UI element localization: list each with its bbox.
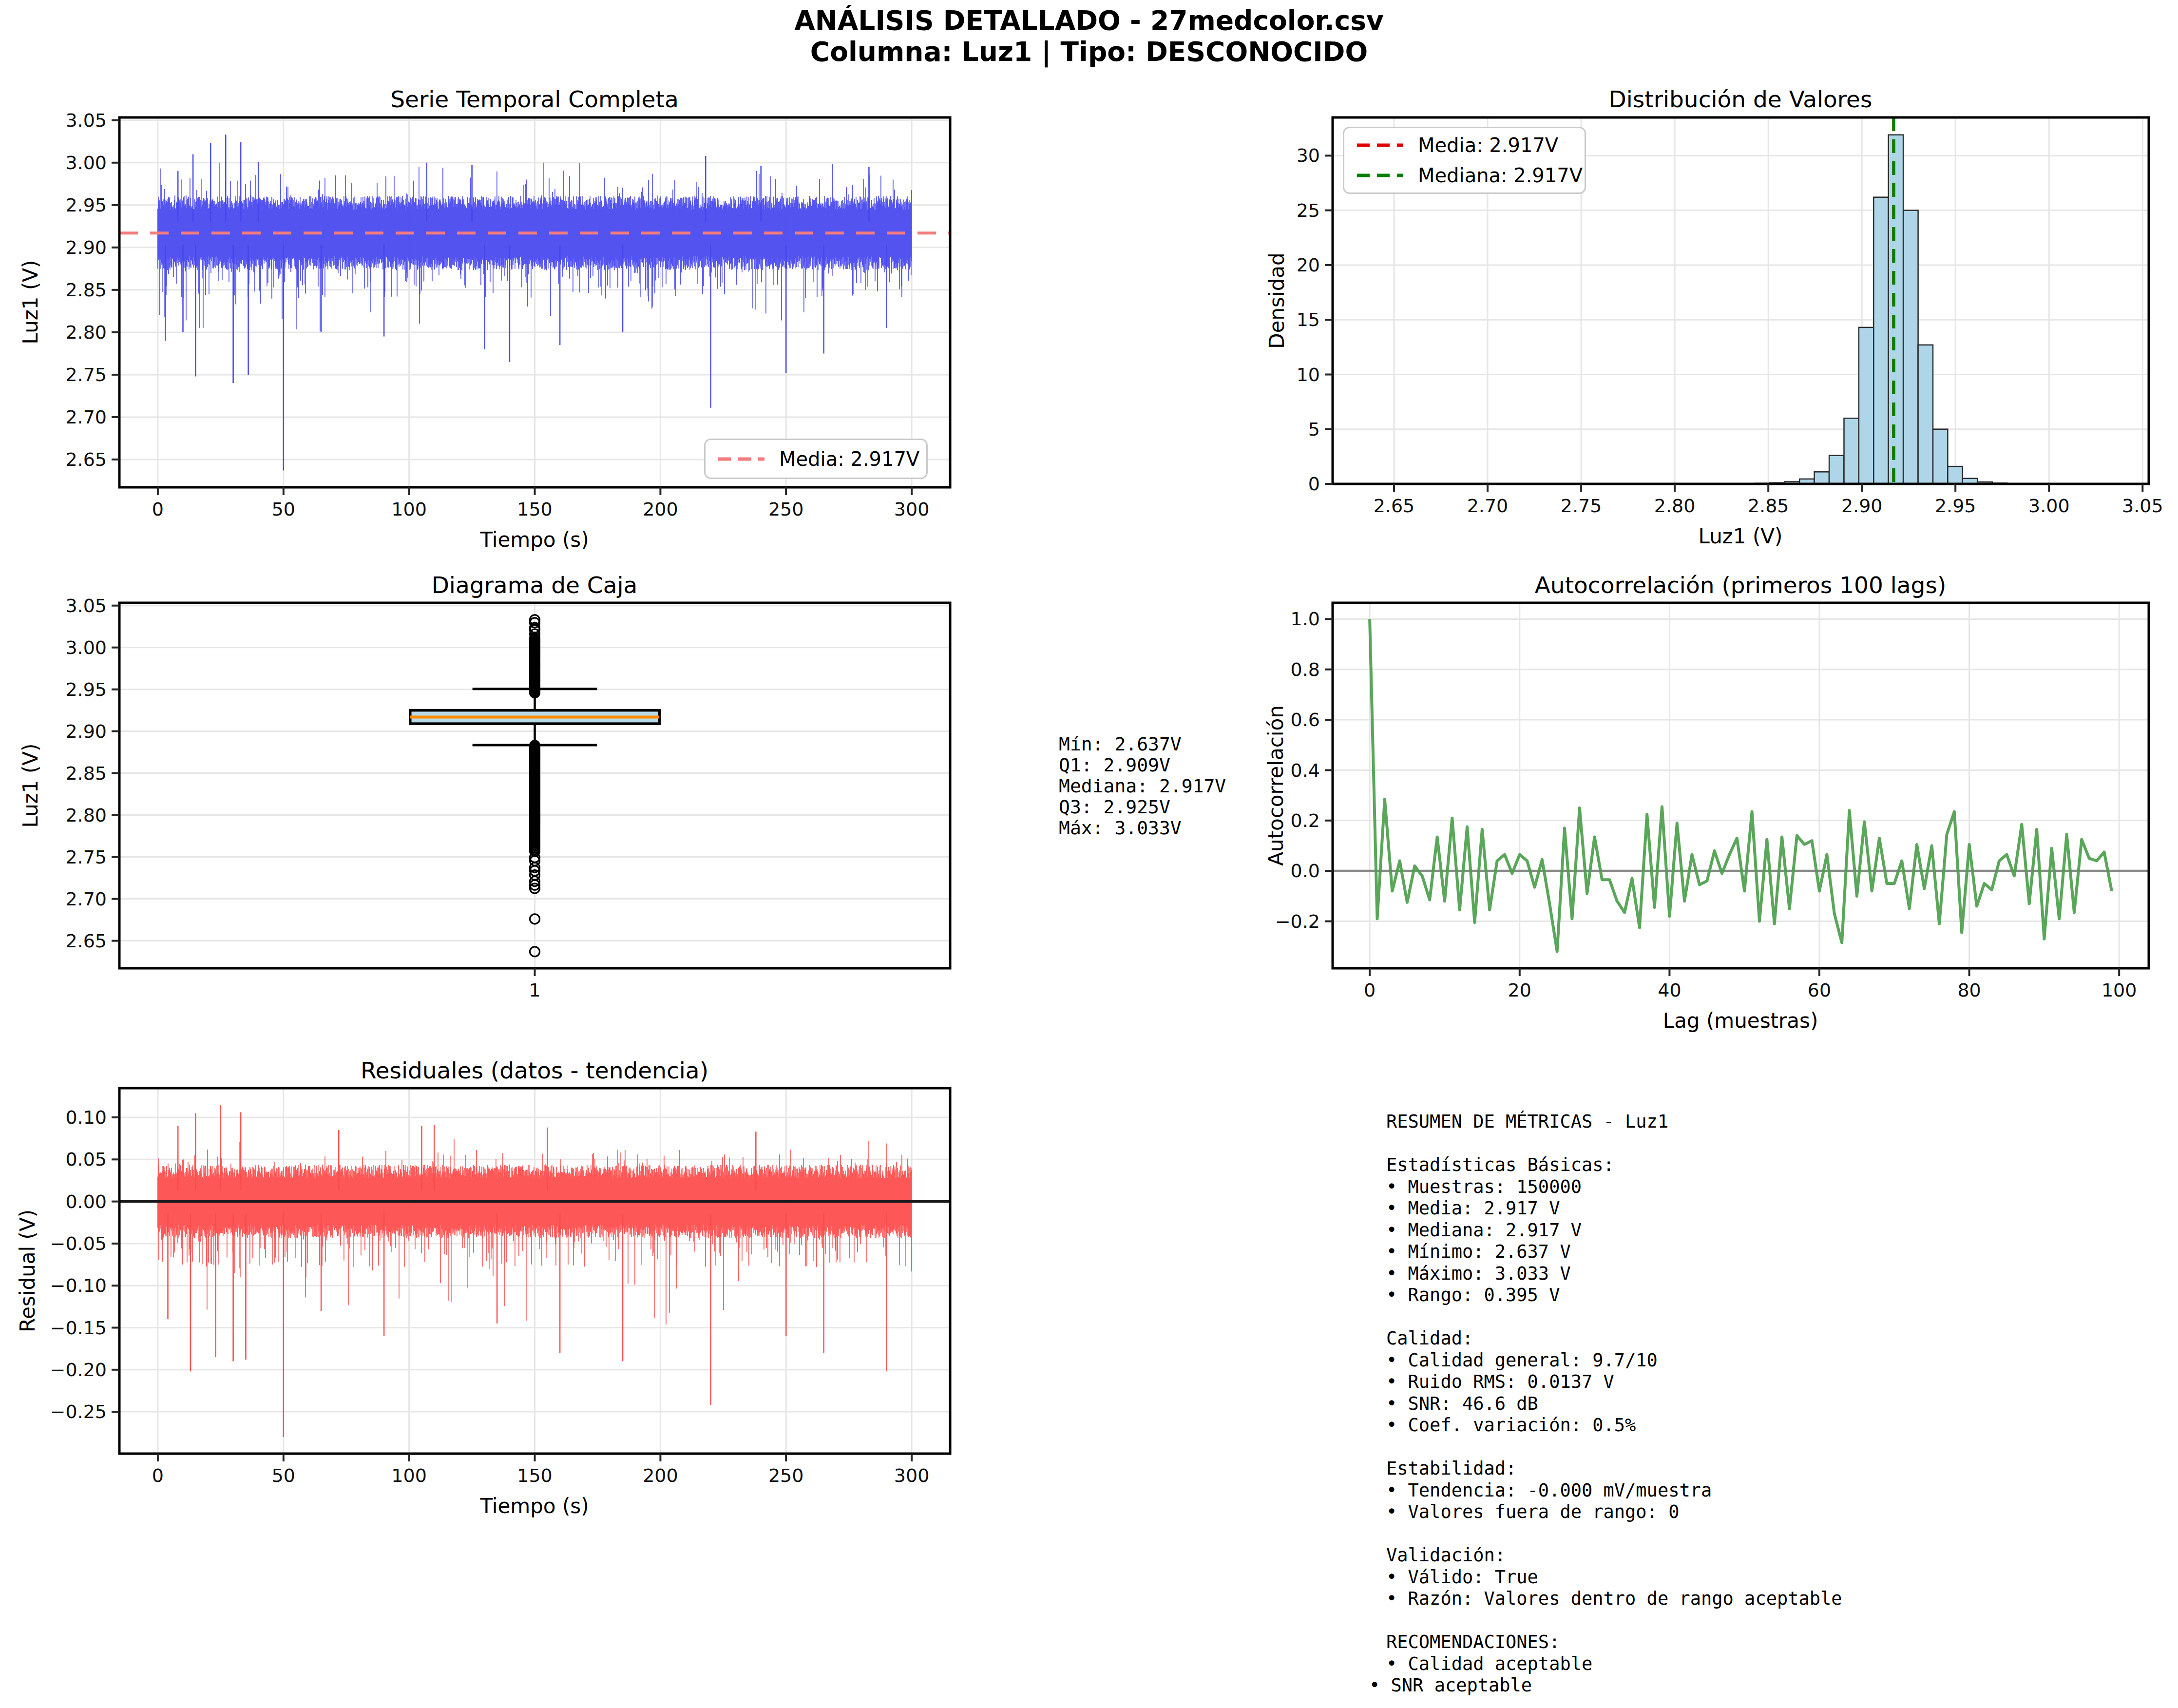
svg-text:20: 20 — [1297, 254, 1320, 276]
svg-text:2.80: 2.80 — [65, 805, 107, 826]
svg-text:3.05: 3.05 — [65, 595, 107, 616]
timeseries-legend: Media: 2.917V — [704, 439, 928, 479]
svg-text:150: 150 — [517, 1465, 553, 1486]
svg-text:1.0: 1.0 — [1291, 608, 1320, 630]
svg-text:2.70: 2.70 — [1467, 495, 1509, 517]
svg-text:3.00: 3.00 — [65, 152, 107, 173]
figure-title-line1: ANÁLISIS DETALLADO - 27medcolor.csv — [794, 5, 1384, 36]
svg-text:0: 0 — [1308, 473, 1320, 495]
svg-text:0: 0 — [152, 499, 164, 520]
svg-text:0.4: 0.4 — [1291, 760, 1320, 781]
svg-text:−0.15: −0.15 — [50, 1317, 107, 1339]
svg-text:0.8: 0.8 — [1291, 659, 1320, 680]
histogram-ylabel: Densidad — [1265, 252, 1289, 348]
svg-text:0: 0 — [152, 1465, 164, 1486]
svg-text:15: 15 — [1297, 309, 1320, 330]
svg-text:3.00: 3.00 — [2028, 495, 2070, 517]
mean-line-sample-icon — [718, 457, 764, 461]
svg-text:300: 300 — [894, 1465, 930, 1486]
histogram-xlabel: Luz1 (V) — [1699, 524, 1783, 548]
svg-text:150: 150 — [517, 499, 553, 520]
residuals-ylabel: Residual (V) — [16, 1209, 39, 1332]
svg-text:0: 0 — [1364, 979, 1376, 1001]
svg-text:2.70: 2.70 — [65, 888, 107, 910]
figure-canvas: 0501001502002503002.652.702.752.802.852.… — [0, 0, 2178, 1708]
timeseries-xlabel: Tiempo (s) — [480, 528, 589, 552]
autocorr-ylabel: Autocorrelación — [1264, 705, 1288, 866]
charts-svg: 0501001502002503002.652.702.752.802.852.… — [0, 0, 2178, 1708]
svg-text:2.75: 2.75 — [65, 364, 107, 385]
svg-text:2.85: 2.85 — [65, 279, 107, 301]
svg-text:60: 60 — [1808, 979, 1831, 1001]
svg-text:30: 30 — [1297, 145, 1320, 166]
median-line-sample-icon — [1357, 173, 1403, 178]
mean-line-sample-icon — [1357, 143, 1403, 148]
histogram-title: Distribución de Valores — [1608, 86, 1872, 113]
svg-text:2.75: 2.75 — [1561, 495, 1602, 517]
svg-text:50: 50 — [272, 499, 295, 520]
svg-text:3.00: 3.00 — [65, 637, 107, 658]
svg-text:2.85: 2.85 — [1748, 495, 1789, 517]
svg-text:2.80: 2.80 — [65, 322, 107, 343]
svg-text:250: 250 — [768, 1465, 804, 1486]
autocorr-title: Autocorrelación (primeros 100 lags) — [1535, 572, 1947, 598]
svg-text:0.10: 0.10 — [65, 1107, 107, 1128]
svg-text:3.05: 3.05 — [2122, 495, 2163, 517]
svg-text:2.95: 2.95 — [1935, 495, 1976, 517]
autocorr-xlabel: Lag (muestras) — [1663, 1009, 1818, 1033]
svg-text:10: 10 — [1297, 364, 1320, 385]
histogram-legend: Media: 2.917V Mediana: 2.917V — [1343, 127, 1586, 194]
svg-text:0.00: 0.00 — [65, 1191, 107, 1212]
svg-text:−0.05: −0.05 — [50, 1233, 107, 1254]
svg-text:−0.20: −0.20 — [50, 1359, 107, 1381]
svg-text:250: 250 — [768, 499, 804, 520]
residuals-title: Residuales (datos - tendencia) — [361, 1057, 708, 1084]
svg-text:2.65: 2.65 — [1374, 495, 1415, 517]
metrics-summary-text: RESUMEN DE MÉTRICAS - Luz1 Estadísticas … — [1386, 1111, 1842, 1697]
svg-text:2.75: 2.75 — [65, 846, 107, 868]
svg-text:80: 80 — [1957, 979, 1981, 1001]
boxplot-ylabel: Luz1 (V) — [19, 744, 42, 828]
figure-title-line2: Columna: Luz1 | Tipo: DESCONOCIDO — [810, 36, 1368, 67]
svg-text:2.70: 2.70 — [65, 406, 107, 428]
svg-text:40: 40 — [1658, 979, 1681, 1001]
svg-text:2.65: 2.65 — [65, 449, 107, 470]
svg-text:20: 20 — [1508, 979, 1531, 1001]
svg-text:5: 5 — [1308, 419, 1320, 440]
svg-text:0.2: 0.2 — [1291, 810, 1320, 831]
histogram-legend-mean-label: Media: 2.917V — [1418, 134, 1558, 156]
svg-text:0.0: 0.0 — [1291, 860, 1320, 882]
timeseries-title: Serie Temporal Completa — [390, 86, 679, 113]
svg-text:2.90: 2.90 — [65, 237, 107, 258]
svg-text:2.65: 2.65 — [65, 930, 107, 952]
svg-text:100: 100 — [391, 499, 427, 520]
svg-text:2.95: 2.95 — [65, 194, 107, 216]
svg-text:2.90: 2.90 — [1841, 495, 1883, 517]
histogram-legend-median-label: Mediana: 2.917V — [1418, 164, 1583, 187]
svg-text:300: 300 — [894, 499, 930, 520]
timeseries-legend-label: Media: 2.917V — [779, 448, 919, 470]
svg-text:0.6: 0.6 — [1291, 709, 1320, 730]
svg-text:2.95: 2.95 — [65, 679, 107, 700]
svg-text:3.05: 3.05 — [65, 110, 107, 131]
svg-text:100: 100 — [391, 1465, 427, 1486]
boxplot-stats-text: Mín: 2.637V Q1: 2.909V Mediana: 2.917V Q… — [1059, 734, 1226, 839]
svg-text:−0.25: −0.25 — [50, 1401, 107, 1422]
residuals-xlabel: Tiempo (s) — [480, 1494, 589, 1518]
svg-text:−0.10: −0.10 — [50, 1275, 107, 1296]
svg-text:50: 50 — [272, 1465, 295, 1486]
svg-text:2.90: 2.90 — [65, 721, 107, 742]
timeseries-ylabel: Luz1 (V) — [19, 260, 42, 345]
svg-text:25: 25 — [1297, 200, 1320, 221]
svg-text:1: 1 — [529, 979, 540, 1001]
svg-text:−0.2: −0.2 — [1275, 911, 1320, 932]
boxplot-title: Diagrama de Caja — [432, 572, 638, 598]
svg-text:200: 200 — [643, 1465, 678, 1486]
svg-text:200: 200 — [643, 499, 678, 520]
svg-text:0.05: 0.05 — [65, 1149, 107, 1170]
svg-text:100: 100 — [2102, 979, 2137, 1001]
svg-text:2.80: 2.80 — [1654, 495, 1696, 517]
svg-text:2.85: 2.85 — [65, 763, 107, 784]
